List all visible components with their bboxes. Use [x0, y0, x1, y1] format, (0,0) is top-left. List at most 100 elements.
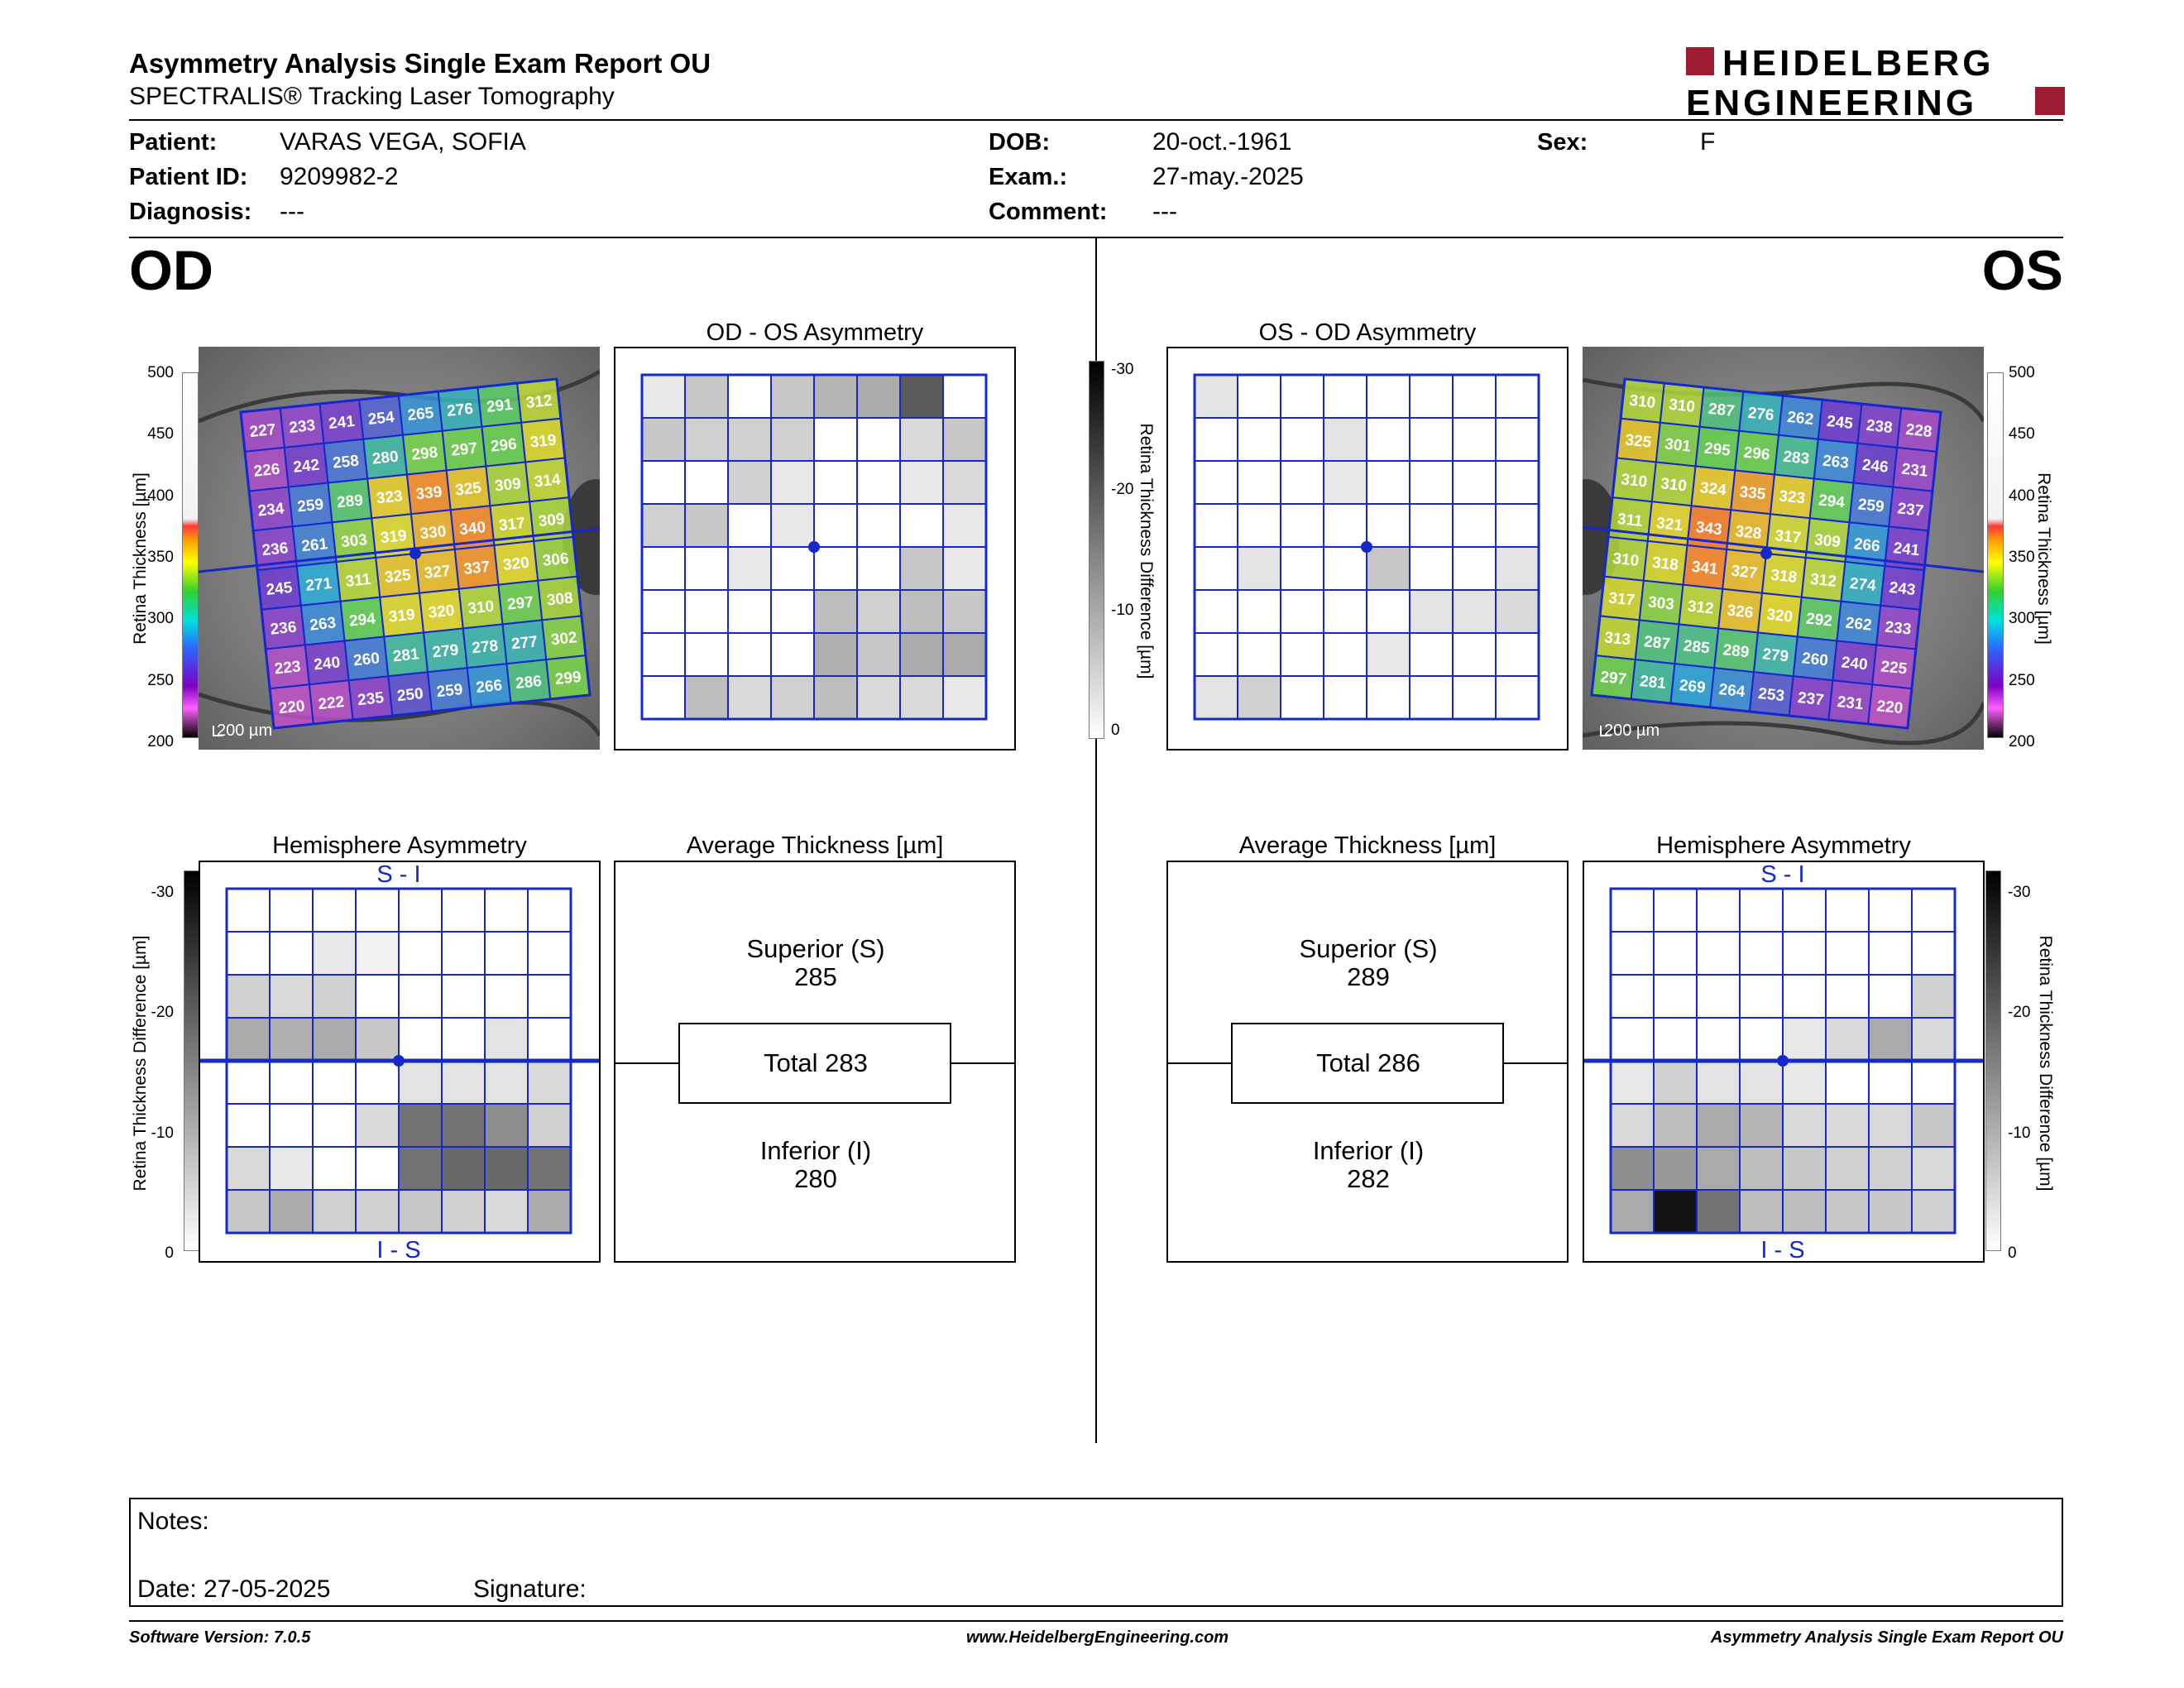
grid-cell: [813, 589, 858, 634]
grid-cell: [1868, 1189, 1913, 1234]
thickness-value: 285: [1683, 637, 1711, 657]
exam-label: Exam.:: [989, 164, 1068, 190]
grid-cell: [1237, 503, 1281, 548]
dob-label: DOB:: [989, 129, 1051, 156]
grid-cell: [1653, 888, 1698, 933]
os-average-title: Average Thickness [µm]: [1238, 832, 1497, 859]
sex-value: F: [1700, 128, 1716, 156]
thickness-value: 287: [1707, 400, 1736, 420]
thickness-value: 320: [428, 602, 456, 621]
grid-cell: [684, 460, 729, 505]
grid-cell: [1366, 675, 1410, 720]
grid-cell: [1825, 1146, 1870, 1191]
grid-cell: [1782, 1189, 1827, 1234]
grid-cell: [1653, 931, 1698, 976]
grid-cell: [727, 460, 772, 505]
grid-cell: [1323, 417, 1367, 462]
thickness-value: 323: [1778, 487, 1806, 507]
thickness-value: 271: [304, 575, 333, 595]
thickness-value: 287: [1643, 633, 1671, 653]
grid-cell: [1911, 931, 1956, 976]
sex-label: Sex:: [1537, 129, 1588, 156]
grid-cell: [1237, 632, 1281, 677]
grid-cell: [1782, 974, 1827, 1019]
grid-cell: [355, 888, 400, 933]
grid-cell: [727, 589, 772, 634]
grid-cell: [1280, 417, 1324, 462]
grid-cell: [1452, 546, 1497, 591]
thickness-value: 266: [475, 677, 503, 697]
tick-label: 200: [147, 733, 174, 750]
thickness-value: 303: [1647, 593, 1675, 613]
thickness-value: 235: [357, 689, 385, 709]
svg-text:ENGINEERING: ENGINEERING: [1686, 83, 1977, 118]
grid-cell: [684, 675, 729, 720]
thickness-value: 242: [292, 457, 320, 477]
od-thickness-ticks: 500 450 400 350 300 250 200: [132, 364, 174, 753]
grid-cell: [770, 460, 815, 505]
grid-cell: [1366, 417, 1410, 462]
grid-cell: [398, 1103, 443, 1148]
grid-cell: [312, 1146, 357, 1191]
grid-cell: [899, 503, 944, 548]
fovea-marker: [1361, 541, 1372, 553]
tick-label: 350: [2009, 549, 2035, 566]
grid-cell: [1868, 1146, 1913, 1191]
grid-cell: [1323, 460, 1367, 505]
grid-cell: [641, 546, 686, 591]
grid-cell: [1911, 1060, 1956, 1105]
grid-cell: [1911, 1189, 1956, 1234]
grid-cell: [641, 589, 686, 634]
thickness-value: 281: [1639, 673, 1667, 693]
grid-cell: [1495, 675, 1540, 720]
thickness-value: 299: [554, 669, 582, 688]
tick-label: 300: [147, 610, 174, 628]
grid-cell: [1409, 675, 1454, 720]
grid-cell: [1409, 460, 1454, 505]
grid-cell: [856, 632, 901, 677]
thickness-value: 241: [328, 413, 356, 433]
grid-cell: [684, 632, 729, 677]
grid-cell: [1825, 974, 1870, 1019]
tick-label: 250: [147, 671, 174, 689]
thickness-value: 220: [1875, 698, 1904, 717]
grid-cell: [527, 888, 572, 933]
grid-cell: [1782, 888, 1827, 933]
grid-cell: [813, 374, 858, 419]
thickness-value: 325: [454, 479, 482, 499]
thickness-value: 310: [1660, 475, 1688, 495]
thickness-grid-border: [1590, 377, 1942, 730]
thickness-value: 225: [1880, 658, 1909, 678]
tick-label: 0: [165, 1244, 174, 1262]
grid-cell: [942, 503, 987, 548]
thickness-value: 276: [1747, 405, 1775, 424]
od-superior-label: Superior (S): [746, 934, 885, 963]
grid-cell: [1495, 546, 1540, 591]
grid-cell: [312, 1017, 357, 1062]
os-hemi-title: Hemisphere Asymmetry: [1656, 832, 1911, 859]
thickness-value: 245: [266, 579, 294, 599]
thickness-value: 320: [1765, 607, 1794, 626]
od-scale-bar: 200 µm: [217, 722, 272, 740]
grid-cell: [856, 460, 901, 505]
od-thickness-colorbar: [182, 372, 199, 738]
thickness-value: 298: [411, 444, 439, 464]
grid-cell: [398, 974, 443, 1019]
diff-colorbar-center: [1089, 361, 1104, 739]
grid-cell: [398, 1060, 443, 1105]
grid-cell: [269, 1189, 314, 1234]
grid-cell: [770, 546, 815, 591]
thickness-value: 236: [270, 619, 298, 639]
grid-cell: [1452, 374, 1497, 419]
thickness-value: 309: [538, 511, 566, 530]
thickness-value: 283: [1782, 448, 1810, 468]
grid-cell: [226, 1060, 271, 1105]
grid-cell: [1409, 546, 1454, 591]
grid-cell: [484, 1189, 529, 1234]
thickness-value: 294: [1818, 492, 1846, 511]
thickness-value: 330: [419, 523, 448, 543]
os-scale-bar: 200 µm: [1604, 722, 1660, 740]
thickness-value: 227: [249, 421, 277, 441]
os-hemisphere-panel: S - I I - S: [1583, 861, 1985, 1263]
grid-cell: [355, 1017, 400, 1062]
